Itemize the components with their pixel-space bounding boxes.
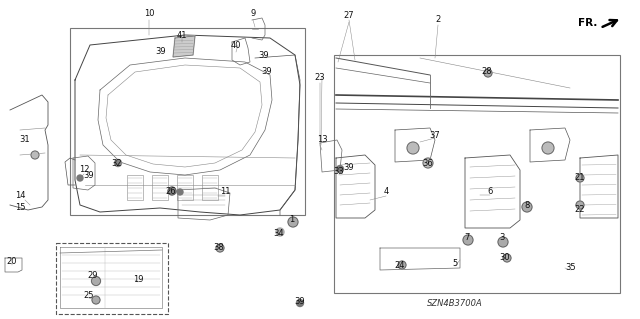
Circle shape bbox=[398, 261, 406, 269]
Circle shape bbox=[576, 174, 584, 182]
Circle shape bbox=[216, 244, 224, 252]
Text: 15: 15 bbox=[15, 203, 25, 211]
Circle shape bbox=[503, 254, 511, 262]
Bar bbox=[56, 243, 168, 314]
Circle shape bbox=[92, 296, 100, 304]
Circle shape bbox=[407, 142, 419, 154]
Text: 20: 20 bbox=[7, 257, 17, 266]
Text: 5: 5 bbox=[452, 258, 458, 268]
Text: 38: 38 bbox=[214, 243, 225, 253]
Text: 23: 23 bbox=[315, 72, 325, 81]
Circle shape bbox=[77, 175, 83, 181]
Circle shape bbox=[92, 277, 100, 286]
Text: 39: 39 bbox=[84, 172, 94, 181]
Bar bbox=[127, 175, 143, 200]
Text: 28: 28 bbox=[482, 68, 492, 77]
Bar bbox=[177, 175, 193, 200]
Text: 39: 39 bbox=[259, 50, 269, 60]
Text: 27: 27 bbox=[344, 11, 355, 19]
Text: 29: 29 bbox=[88, 271, 99, 280]
Text: 9: 9 bbox=[250, 10, 255, 19]
Circle shape bbox=[115, 160, 122, 167]
Text: FR.: FR. bbox=[578, 18, 597, 28]
Text: 34: 34 bbox=[274, 228, 284, 238]
Circle shape bbox=[576, 201, 584, 209]
Text: 37: 37 bbox=[429, 130, 440, 139]
Circle shape bbox=[168, 187, 176, 195]
Text: 6: 6 bbox=[487, 188, 493, 197]
Text: 1: 1 bbox=[289, 216, 294, 225]
Bar bbox=[334, 55, 620, 293]
Circle shape bbox=[288, 217, 298, 227]
Circle shape bbox=[542, 142, 554, 154]
Circle shape bbox=[423, 158, 433, 168]
Text: 40: 40 bbox=[231, 41, 241, 50]
Circle shape bbox=[463, 235, 473, 245]
Circle shape bbox=[522, 202, 532, 212]
Bar bbox=[202, 175, 218, 200]
Text: 4: 4 bbox=[383, 188, 388, 197]
Text: 10: 10 bbox=[144, 10, 154, 19]
Circle shape bbox=[31, 151, 39, 159]
Text: 25: 25 bbox=[84, 292, 94, 300]
Text: 30: 30 bbox=[500, 254, 510, 263]
Text: 3: 3 bbox=[499, 234, 505, 242]
Circle shape bbox=[177, 189, 183, 195]
Text: 8: 8 bbox=[524, 201, 530, 210]
Text: 26: 26 bbox=[166, 187, 176, 196]
Text: 39: 39 bbox=[344, 164, 355, 173]
Text: 39: 39 bbox=[294, 298, 305, 307]
Text: 24: 24 bbox=[395, 261, 405, 270]
Text: 39: 39 bbox=[262, 66, 272, 76]
Text: 19: 19 bbox=[132, 276, 143, 285]
Circle shape bbox=[337, 166, 344, 173]
Circle shape bbox=[498, 237, 508, 247]
Text: 14: 14 bbox=[15, 191, 25, 201]
Text: 12: 12 bbox=[79, 166, 89, 174]
Text: 31: 31 bbox=[20, 136, 30, 145]
Text: 13: 13 bbox=[317, 136, 327, 145]
Text: 33: 33 bbox=[333, 167, 344, 176]
Text: 36: 36 bbox=[422, 159, 433, 167]
Circle shape bbox=[484, 69, 492, 77]
Text: 39: 39 bbox=[156, 48, 166, 56]
Text: 11: 11 bbox=[220, 187, 230, 196]
Text: 2: 2 bbox=[435, 16, 440, 25]
Bar bbox=[70, 28, 305, 215]
Circle shape bbox=[276, 228, 284, 236]
Circle shape bbox=[296, 300, 303, 307]
Text: 22: 22 bbox=[575, 205, 585, 214]
Text: 35: 35 bbox=[566, 263, 576, 272]
Text: SZN4B3700A: SZN4B3700A bbox=[427, 299, 483, 308]
Bar bbox=[152, 175, 168, 200]
Text: 41: 41 bbox=[177, 32, 188, 41]
Text: 7: 7 bbox=[464, 234, 470, 242]
Text: 21: 21 bbox=[575, 174, 585, 182]
Polygon shape bbox=[173, 36, 195, 57]
Text: 32: 32 bbox=[112, 159, 122, 167]
